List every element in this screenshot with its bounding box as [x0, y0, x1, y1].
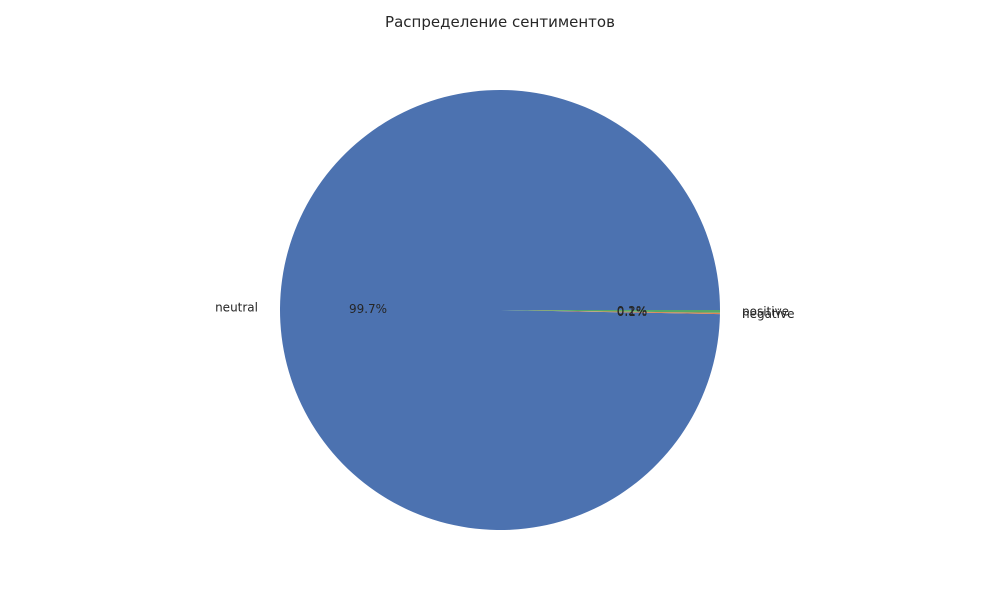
pct-label-positive: 0.2% [617, 304, 648, 318]
pct-label-negative: 0.1% [617, 305, 648, 319]
pie-slice-positive [500, 310, 720, 313]
pie-slice-negative [500, 310, 720, 315]
chart-title: Распределение сентиментов [385, 13, 615, 31]
pie-slice-neutral [279, 90, 720, 531]
pct-label-neutral: 99.7% [349, 302, 387, 316]
slice-label-neutral: neutral [215, 301, 258, 315]
slice-label-positive: positive [742, 305, 789, 319]
slice-label-negative: negative [742, 307, 794, 321]
pie-labels: neutral 99.7% negative 0.1% positive 0.2% [215, 301, 794, 321]
pie-slices [279, 90, 720, 531]
